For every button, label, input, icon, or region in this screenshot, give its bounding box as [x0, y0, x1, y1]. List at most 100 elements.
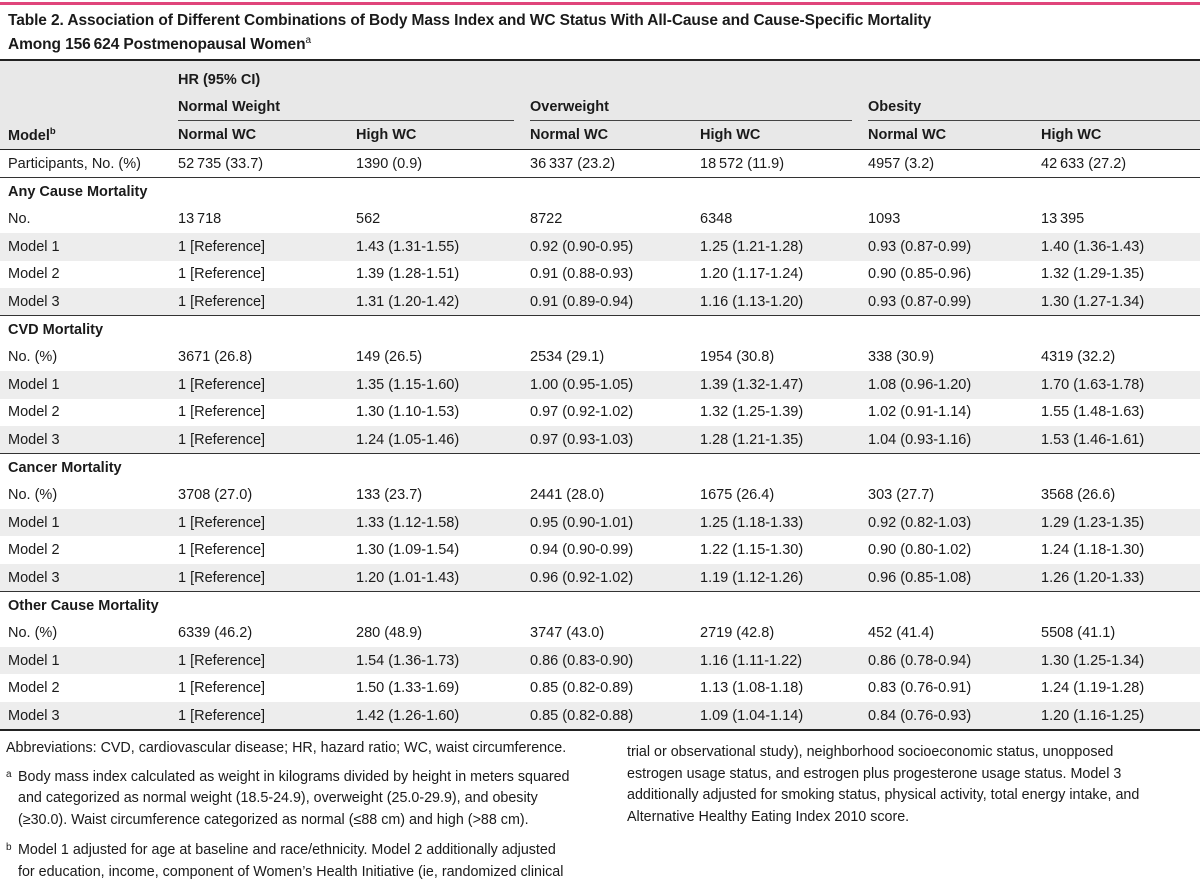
table-cell: 149 (26.5) [356, 349, 423, 366]
table-cell: 1.39 (1.28-1.51) [356, 266, 460, 283]
mortality-table: HR (95% CI) Normal Weight Overweight Obe… [0, 59, 1200, 732]
table-cell: 1.25 (1.18-1.33) [692, 509, 860, 537]
table-cell: 5508 (41.1) [1041, 625, 1116, 642]
table-cell: 1 [Reference] [170, 425, 348, 454]
table-cell: 0.97 (0.92-1.02) [530, 404, 634, 421]
table-cell: 1.42 (1.26-1.60) [348, 701, 522, 732]
table-row: No. (%) 3708 (27.0) 133 (23.7) 2441 (28.0) 1… [0, 482, 1200, 509]
table-cell: 52 735 (33.7) [178, 155, 264, 172]
table-cell: 452 (41.4) [868, 625, 935, 642]
table-cell: 1.29 (1.23-1.35) [1033, 509, 1200, 537]
table-cell: 2441 (28.0) [530, 487, 605, 504]
row-label: No. (%) [8, 349, 58, 366]
table-cell: 0.93 (0.87-0.99) [860, 287, 1033, 316]
table-cell: 3568 (26.6) [1041, 487, 1116, 504]
footnote-a: a Body mass index calculated as weight i… [6, 767, 606, 832]
table-cell: 0.95 (0.90-1.01) [522, 509, 692, 537]
table-cell: 6339 (46.2) [178, 625, 253, 642]
header-row-groups: Normal Weight Overweight Obesity [0, 95, 1200, 121]
table-cell: 4319 (32.2) [1041, 349, 1116, 366]
table-cell: 1.31 (1.20-1.42) [348, 287, 522, 316]
group-overweight: Overweight [530, 95, 852, 121]
table-cell: 36 337 (23.2) [530, 155, 616, 172]
abbreviations-note: Abbreviations: CVD, cardiovascular disea… [6, 740, 567, 756]
table-cell: 133 (23.7) [356, 487, 423, 504]
footnotes-column-1: Abbreviations: CVD, cardiovascular disea… [6, 738, 606, 883]
table-cell: 1.22 (1.15-1.30) [700, 542, 804, 559]
table-cell: 1.25 (1.21-1.28) [692, 233, 860, 261]
table-cell: 1.54 (1.36-1.73) [348, 647, 522, 675]
table-cell: 0.93 (0.87-0.99) [860, 233, 1033, 261]
table-cell: 1 [Reference] [178, 542, 266, 559]
table-cell: 1 [Reference] [170, 701, 348, 732]
table-cell: 3747 (43.0) [530, 625, 605, 642]
table-cell: 1.04 (0.93-1.16) [860, 425, 1033, 454]
row-label: Model 2 [8, 680, 60, 697]
table-cell: 4957 (3.2) [868, 155, 935, 172]
table-cell: 1093 [868, 211, 901, 228]
table-cell: 1.20 (1.17-1.24) [700, 266, 804, 283]
footnote-b-mark: b [6, 842, 12, 853]
table-cell: 1.09 (1.04-1.14) [692, 701, 860, 732]
table-cell: 0.96 (0.85-1.08) [860, 563, 1033, 592]
table-cell: 1.24 (1.18-1.30) [1041, 542, 1145, 559]
row-label: Model 2 [8, 542, 60, 559]
section-title: CVD Mortality [0, 315, 1200, 344]
table-cell: 338 (30.9) [868, 349, 935, 366]
section-header-row: Cancer Mortality [0, 453, 1200, 482]
table-cell: 1.26 (1.20-1.33) [1033, 563, 1200, 592]
section-title: Other Cause Mortality [0, 591, 1200, 620]
table-cell: 1.30 (1.10-1.53) [356, 404, 460, 421]
table-cell: 1.32 (1.29-1.35) [1041, 266, 1145, 283]
table-cell: 1.02 (0.91-1.14) [868, 404, 972, 421]
table-cell: 562 [356, 211, 381, 228]
title-accent-bar [0, 2, 1200, 5]
table-cell: 1.39 (1.32-1.47) [692, 371, 860, 399]
section-header-row: Other Cause Mortality [0, 591, 1200, 620]
table-cell: 0.85 (0.82-0.88) [522, 701, 692, 732]
table-cell: 0.94 (0.90-0.99) [530, 542, 634, 559]
table-row: Model 2 1 [Reference] 1.50 (1.33-1.69) 0.85… [0, 674, 1200, 701]
table-cell: 0.86 (0.83-0.90) [522, 647, 692, 675]
table-cell: 280 (48.9) [356, 625, 423, 642]
table-cell: 1 [Reference] [178, 404, 266, 421]
row-label: Model 2 [8, 404, 60, 421]
title-footnote-mark: a [305, 35, 311, 46]
table-cell: 13 395 [1041, 211, 1085, 228]
table-cell: 0.90 (0.85-0.96) [868, 266, 972, 283]
subgroup-header: High WC [1033, 121, 1200, 150]
row-label: Participants, No. (%) [8, 155, 141, 172]
table-cell: 1.70 (1.63-1.78) [1033, 371, 1200, 399]
table-cell: 1.30 (1.09-1.54) [356, 542, 460, 559]
header-row-subgroups: Modelb Normal WC High WC Normal WC High … [0, 121, 1200, 150]
table-cell: 0.83 (0.76-0.91) [868, 680, 972, 697]
table-cell: 1.16 (1.13-1.20) [692, 287, 860, 316]
table-cell: 1.19 (1.12-1.26) [692, 563, 860, 592]
table-cell: 6348 [700, 211, 733, 228]
table-cell: 1 [Reference] [170, 233, 348, 261]
table-cell: 1.16 (1.11-1.22) [692, 647, 860, 675]
row-label: Model 1 [0, 371, 170, 399]
table-row: Model 2 1 [Reference] 1.39 (1.28-1.51) 0.91… [0, 261, 1200, 288]
row-label: Model 1 [0, 509, 170, 537]
section-header-row: CVD Mortality [0, 315, 1200, 344]
footnote-a-mark: a [6, 768, 12, 780]
table-cell: 1.08 (0.96-1.20) [860, 371, 1033, 399]
model-header: Modelb [0, 121, 170, 150]
table-cell: 1 [Reference] [178, 266, 266, 283]
table-row: Model 2 1 [Reference] 1.30 (1.10-1.53) 0.97… [0, 399, 1200, 426]
row-label: Model 1 [0, 647, 170, 675]
group-obesity: Obesity [868, 95, 1200, 121]
table-cell: 1 [Reference] [170, 287, 348, 316]
table-cell: 1.30 (1.25-1.34) [1033, 647, 1200, 675]
title-line-2: Among 156 624 Postmenopausal Womena [8, 35, 311, 54]
table-cell: 3708 (27.0) [178, 487, 253, 504]
table-cell: 1954 (30.8) [700, 349, 775, 366]
row-label: Model 3 [0, 563, 170, 592]
section-title: Any Cause Mortality [0, 177, 1200, 206]
table-cell: 0.97 (0.93-1.03) [522, 425, 692, 454]
